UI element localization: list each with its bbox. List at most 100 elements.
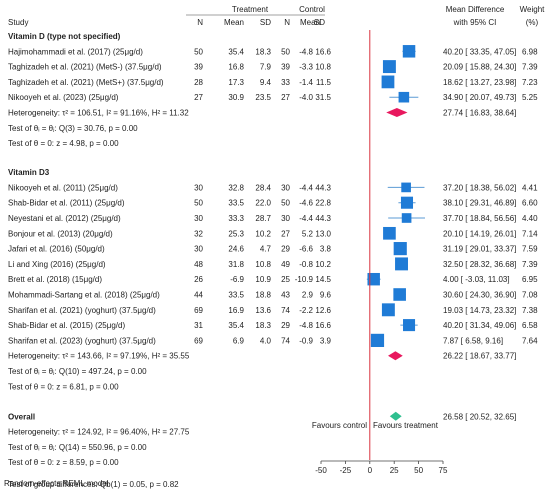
study-weight: 7.39 xyxy=(522,260,538,269)
control-sd: 31.5 xyxy=(315,93,331,102)
study-marker xyxy=(370,333,385,348)
treatment-mean: 30.9 xyxy=(228,93,244,102)
study-label: Hajimohammadi et al. (2017) (25μg/d) xyxy=(8,47,143,56)
study-marker xyxy=(400,196,414,209)
control-sd: 12.6 xyxy=(315,306,331,315)
treatment-n: 50 xyxy=(194,47,203,56)
control-n: 49 xyxy=(281,260,290,269)
treatment-sd: 4.0 xyxy=(260,336,272,345)
control-mean: -4.8 xyxy=(299,321,313,330)
study-ci: 4.00 [ -3.03, 11.03] xyxy=(443,275,510,284)
control-mean: 5.2 xyxy=(302,229,314,238)
treatment-mean: -6.9 xyxy=(230,275,244,284)
overall-heterogeneity: Heterogeneity: τ² = 124.92, I² = 96.40%,… xyxy=(8,428,190,437)
test-homogeneity: Test of θᵢ = θⱼ: Q(3) = 30.76, p = 0.00 xyxy=(8,124,138,133)
header-study: Study xyxy=(8,18,28,27)
study-weight: 7.38 xyxy=(522,306,538,315)
control-n: 43 xyxy=(281,291,290,300)
study-marker xyxy=(381,303,395,317)
study-weight: 5.25 xyxy=(522,93,538,102)
overall-test-effect: Test of θ = 0: z = 8.59, p = 0.00 xyxy=(8,458,119,467)
control-mean: -3.3 xyxy=(299,63,313,72)
control-n: 27 xyxy=(281,229,290,238)
control-n: 30 xyxy=(281,183,290,192)
treatment-mean: 32.8 xyxy=(228,183,244,192)
control-mean: 2.9 xyxy=(302,291,314,300)
control-mean: -4.4 xyxy=(299,214,313,223)
treatment-n: 48 xyxy=(194,260,203,269)
control-mean: -4.0 xyxy=(299,93,313,102)
treatment-mean: 25.3 xyxy=(228,229,244,238)
study-ci: 37.70 [ 18.84, 56.56] xyxy=(443,214,516,223)
study-marker xyxy=(401,182,411,193)
header-c-n: N xyxy=(284,18,290,27)
control-n: 50 xyxy=(281,47,290,56)
study-label: Li and Xing (2016) (25μg/d) xyxy=(8,260,106,269)
heterogeneity: Heterogeneity: τ² = 106.51, I² = 91.16%,… xyxy=(8,109,189,118)
test-homogeneity: Test of θᵢ = θⱼ: Q(10) = 497.24, p = 0.0… xyxy=(8,367,147,376)
x-tick-label: -25 xyxy=(340,466,352,475)
control-sd: 9.6 xyxy=(320,291,332,300)
study-weight: 6.60 xyxy=(522,199,538,208)
test-effect: Test of θ = 0: z = 4.98, p = 0.00 xyxy=(8,139,119,148)
header-control: Control xyxy=(299,5,325,14)
control-mean: -4.6 xyxy=(299,199,313,208)
study-label: Taghizadeh et al. (2021) (MetS+) (37.5μg… xyxy=(8,78,164,87)
control-sd: 16.6 xyxy=(315,47,331,56)
study-weight: 7.64 xyxy=(522,336,538,345)
control-sd: 16.6 xyxy=(315,321,331,330)
study-marker xyxy=(367,272,380,286)
control-sd: 44.3 xyxy=(315,214,331,223)
header-md-1: Mean Difference xyxy=(446,5,505,14)
control-sd: 44.3 xyxy=(315,183,331,192)
control-mean: -1.4 xyxy=(299,78,313,87)
study-ci: 38.10 [ 29.31, 46.89] xyxy=(443,199,516,208)
treatment-sd: 28.4 xyxy=(255,183,271,192)
header-md-2: with 95% CI xyxy=(453,18,497,27)
subgroup-diamond-ci: 27.74 [ 16.83, 38.64] xyxy=(443,109,516,118)
study-ci: 31.19 [ 29.01, 33.37] xyxy=(443,245,516,254)
treatment-n: 28 xyxy=(194,78,203,87)
treatment-n: 50 xyxy=(194,199,203,208)
control-n: 39 xyxy=(281,63,290,72)
treatment-mean: 33.5 xyxy=(228,291,244,300)
treatment-n: 69 xyxy=(194,336,203,345)
study-marker xyxy=(383,226,396,240)
treatment-sd: 9.4 xyxy=(260,78,272,87)
study-ci: 20.09 [ 15.88, 24.30] xyxy=(443,63,516,72)
subgroup-title: Vitamin D3 xyxy=(8,168,50,177)
treatment-sd: 13.6 xyxy=(255,306,271,315)
treatment-sd: 10.2 xyxy=(255,229,271,238)
test-effect: Test of θ = 0: z = 6.81, p = 0.00 xyxy=(8,382,119,391)
study-label: Nikooyeh et al. (2011) (25μg/d) xyxy=(8,183,118,192)
treatment-mean: 35.4 xyxy=(228,321,244,330)
study-marker xyxy=(395,257,408,271)
study-label: Shab-Bidar et al. (2011) (25μg/d) xyxy=(8,199,125,208)
x-tick-label: 25 xyxy=(390,466,399,475)
footer-model: Random-effects REML model xyxy=(4,479,109,488)
test-group-differences: Test of group differences: Qb(1) = 0.05,… xyxy=(8,480,179,489)
header-weight-2: (%) xyxy=(526,18,539,27)
treatment-n: 26 xyxy=(194,275,203,284)
treatment-sd: 18.3 xyxy=(255,47,271,56)
study-label: Bonjour et al. (2013) (20μg/d) xyxy=(8,229,113,238)
study-marker xyxy=(403,319,416,332)
control-sd: 3.9 xyxy=(320,336,332,345)
overall-diamond-ci: 26.58 [ 20.52, 32.65] xyxy=(443,412,516,421)
control-mean: -0.8 xyxy=(299,260,313,269)
study-ci: 40.20 [ 33.35, 47.05] xyxy=(443,47,516,56)
treatment-sd: 18.3 xyxy=(255,321,271,330)
control-mean: -2.2 xyxy=(299,306,313,315)
treatment-n: 39 xyxy=(194,63,203,72)
treatment-n: 32 xyxy=(194,229,203,238)
treatment-n: 30 xyxy=(194,183,203,192)
treatment-mean: 6.9 xyxy=(233,336,245,345)
study-label: Mohammadi-Sartang et al. (2018) (25μg/d) xyxy=(8,291,160,300)
treatment-n: 27 xyxy=(194,93,203,102)
study-ci: 19.03 [ 14.73, 23.32] xyxy=(443,306,516,315)
study-weight: 4.40 xyxy=(522,214,538,223)
x-tick-label: 50 xyxy=(414,466,423,475)
treatment-sd: 18.8 xyxy=(255,291,271,300)
header-t-sd: SD xyxy=(260,18,271,27)
